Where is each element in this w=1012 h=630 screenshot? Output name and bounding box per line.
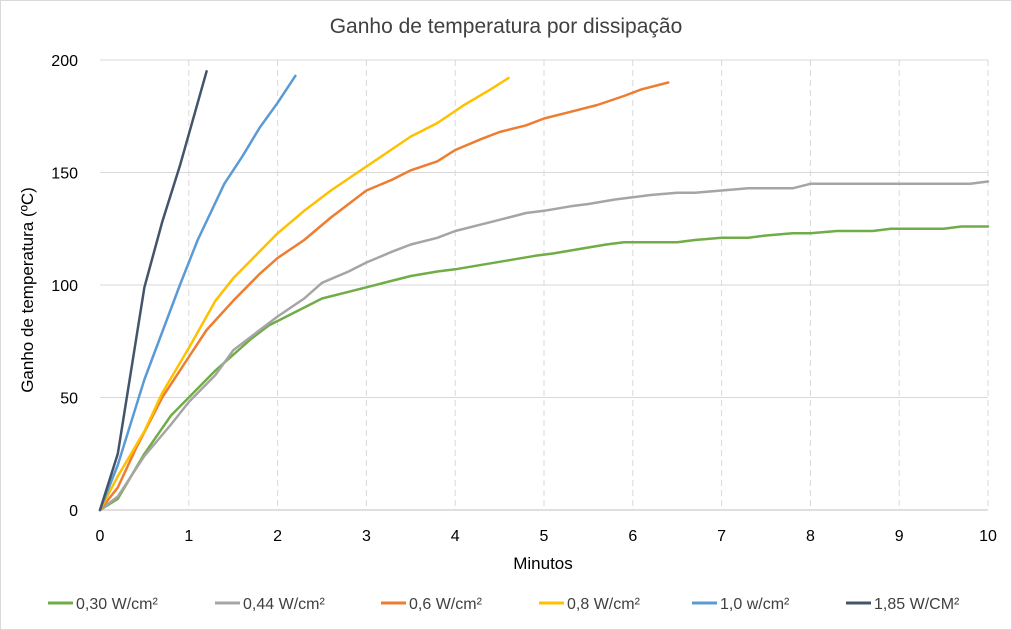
legend-label: 0,44 W/cm² xyxy=(243,596,325,613)
y-tick-label: 100 xyxy=(51,278,78,295)
y-tick-label: 150 xyxy=(51,166,78,183)
series-line-6 xyxy=(98,70,208,512)
series-line-5 xyxy=(98,74,297,512)
chart-legend: 0,30 W/cm² 0,44 W/cm² 0,6 W/cm² 0,8 W/cm² 1,… xyxy=(48,596,960,613)
legend-label: 0,8 W/cm² xyxy=(567,596,641,613)
x-tick-label: 2 xyxy=(273,528,282,545)
legend-item-1: 0,30 W/cm² xyxy=(48,596,158,613)
x-axis-label: Minutos xyxy=(513,554,573,573)
y-tick-label: 200 xyxy=(51,53,78,70)
grid-lines xyxy=(100,59,989,511)
x-tick-label: 9 xyxy=(895,528,904,545)
y-tick-label: 0 xyxy=(69,503,78,520)
series-line-4 xyxy=(98,76,510,512)
legend-item-5: 1,0 w/cm² xyxy=(692,596,790,613)
legend-label: 1,85 W/CM² xyxy=(874,596,960,613)
x-tick-label: 0 xyxy=(96,528,105,545)
y-tick-label: 50 xyxy=(60,391,78,408)
plot-area xyxy=(98,70,990,512)
y-axis-label: Ganho de temperatura (ºC) xyxy=(18,187,37,393)
x-tick-label: 4 xyxy=(451,528,460,545)
x-tick-label: 6 xyxy=(628,528,637,545)
x-tick-label: 8 xyxy=(806,528,815,545)
y-axis-ticks: 0 50 100 150 200 xyxy=(51,53,78,520)
legend-item-6: 1,85 W/CM² xyxy=(846,596,960,613)
x-tick-label: 3 xyxy=(362,528,371,545)
chart-title: Ganho de temperatura por dissipação xyxy=(330,15,683,38)
legend-item-2: 0,44 W/cm² xyxy=(215,596,325,613)
x-tick-label: 1 xyxy=(184,528,193,545)
legend-label: 0,6 W/cm² xyxy=(409,596,483,613)
series-line-1 xyxy=(98,225,990,512)
legend-label: 1,0 w/cm² xyxy=(720,596,790,613)
series-line-3 xyxy=(98,81,670,512)
x-axis-ticks: 0 1 2 3 4 5 6 7 8 9 10 xyxy=(96,528,997,545)
x-tick-label: 7 xyxy=(717,528,726,545)
series-line-2 xyxy=(98,180,990,512)
x-tick-label: 5 xyxy=(540,528,549,545)
legend-item-4: 0,8 W/cm² xyxy=(539,596,641,613)
x-tick-label: 10 xyxy=(979,528,997,545)
legend-item-3: 0,6 W/cm² xyxy=(381,596,483,613)
legend-label: 0,30 W/cm² xyxy=(76,596,158,613)
